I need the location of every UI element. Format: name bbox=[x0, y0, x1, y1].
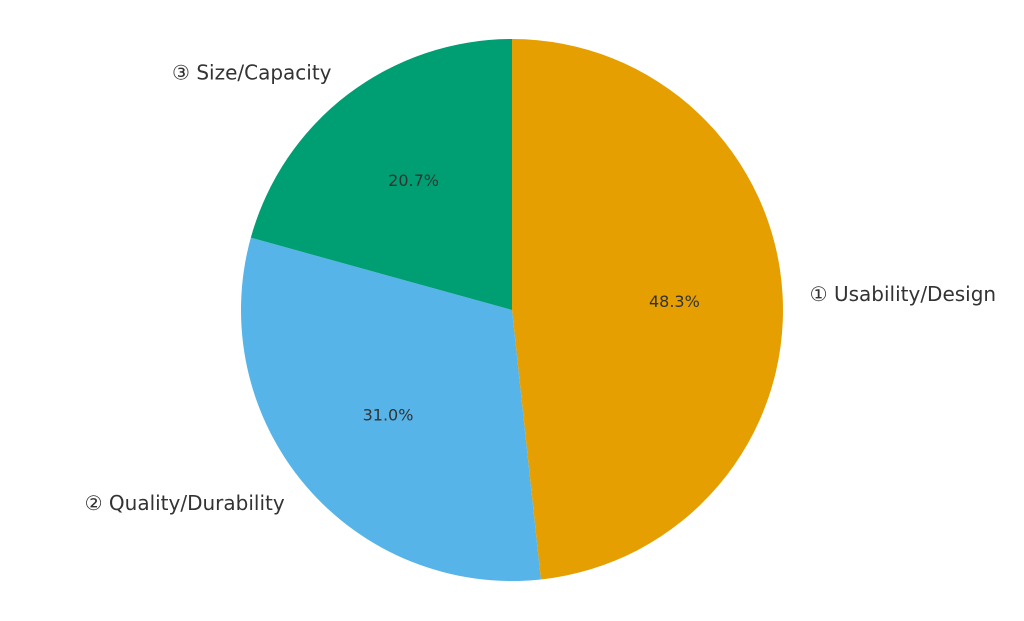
category-label-3: ③ Size/Capacity bbox=[172, 61, 332, 85]
pie-slice-3 bbox=[250, 39, 513, 310]
pie-slice-1 bbox=[512, 39, 783, 580]
pct-label-2: 31.0% bbox=[363, 406, 414, 425]
pct-label-1: 48.3% bbox=[649, 292, 700, 311]
pct-label-3: 20.7% bbox=[388, 171, 439, 190]
category-label-2: ② Quality/Durability bbox=[85, 491, 285, 515]
pie-slice-2 bbox=[241, 237, 541, 581]
pie-slices bbox=[241, 39, 783, 581]
percentage-labels: 48.3% 31.0% 20.7% bbox=[363, 171, 700, 425]
category-labels: ① Usability/Design ② Quality/Durability ③ … bbox=[85, 61, 996, 515]
category-label-1: ① Usability/Design bbox=[810, 282, 996, 306]
